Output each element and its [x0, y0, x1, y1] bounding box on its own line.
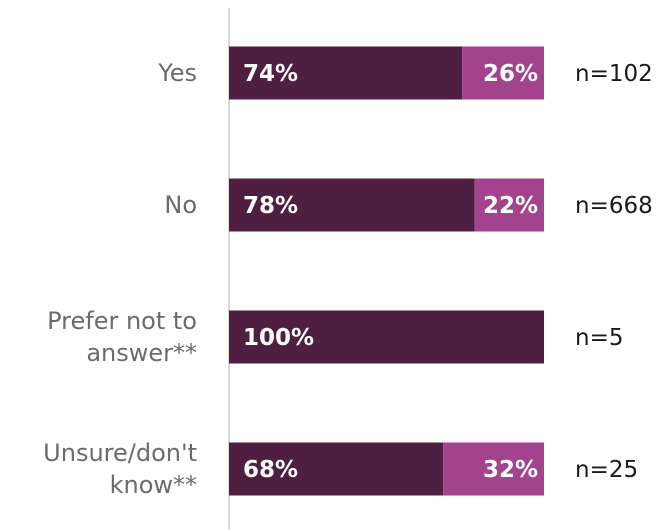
- bar-seg-s0-c1: [229, 178, 475, 232]
- bar-value-label-s0-c2: 100%: [243, 325, 314, 351]
- labels-group: 74% 26% Yes n=102 78% 22% No n=668 100% Prefer no…: [43, 59, 653, 499]
- bars-group: [229, 46, 544, 496]
- category-label-2-line-1: answer**: [86, 339, 197, 367]
- bar-seg-s1-c3: [443, 442, 544, 496]
- bar-value-label-s1-c3: 32%: [483, 457, 538, 483]
- bar-seg-s0-c3: [229, 442, 444, 496]
- bar-value-label-s0-c3: 68%: [243, 457, 298, 483]
- n-label-3: n=25: [575, 457, 638, 483]
- bar-seg-s1-c1: [474, 178, 544, 232]
- bar-seg-s0-c2: [229, 310, 544, 364]
- bar-seg-s1-c0: [462, 46, 544, 100]
- category-label-3-line-1: know**: [110, 471, 197, 499]
- bar-value-label-s1-c1: 22%: [483, 193, 538, 219]
- category-label-3-line-0: Unsure/don't: [43, 439, 197, 467]
- n-label-2: n=5: [575, 325, 623, 351]
- category-label-2-line-0: Prefer not to: [47, 307, 197, 335]
- category-label-1-line-0: No: [164, 191, 197, 219]
- n-label-1: n=668: [575, 193, 653, 219]
- category-label-0-line-0: Yes: [157, 59, 197, 87]
- bar-value-label-s1-c0: 26%: [483, 61, 538, 87]
- n-label-0: n=102: [575, 61, 653, 87]
- bar-value-label-s0-c0: 74%: [243, 61, 298, 87]
- bar-seg-s0-c0: [229, 46, 463, 100]
- bar-value-label-s0-c1: 78%: [243, 193, 298, 219]
